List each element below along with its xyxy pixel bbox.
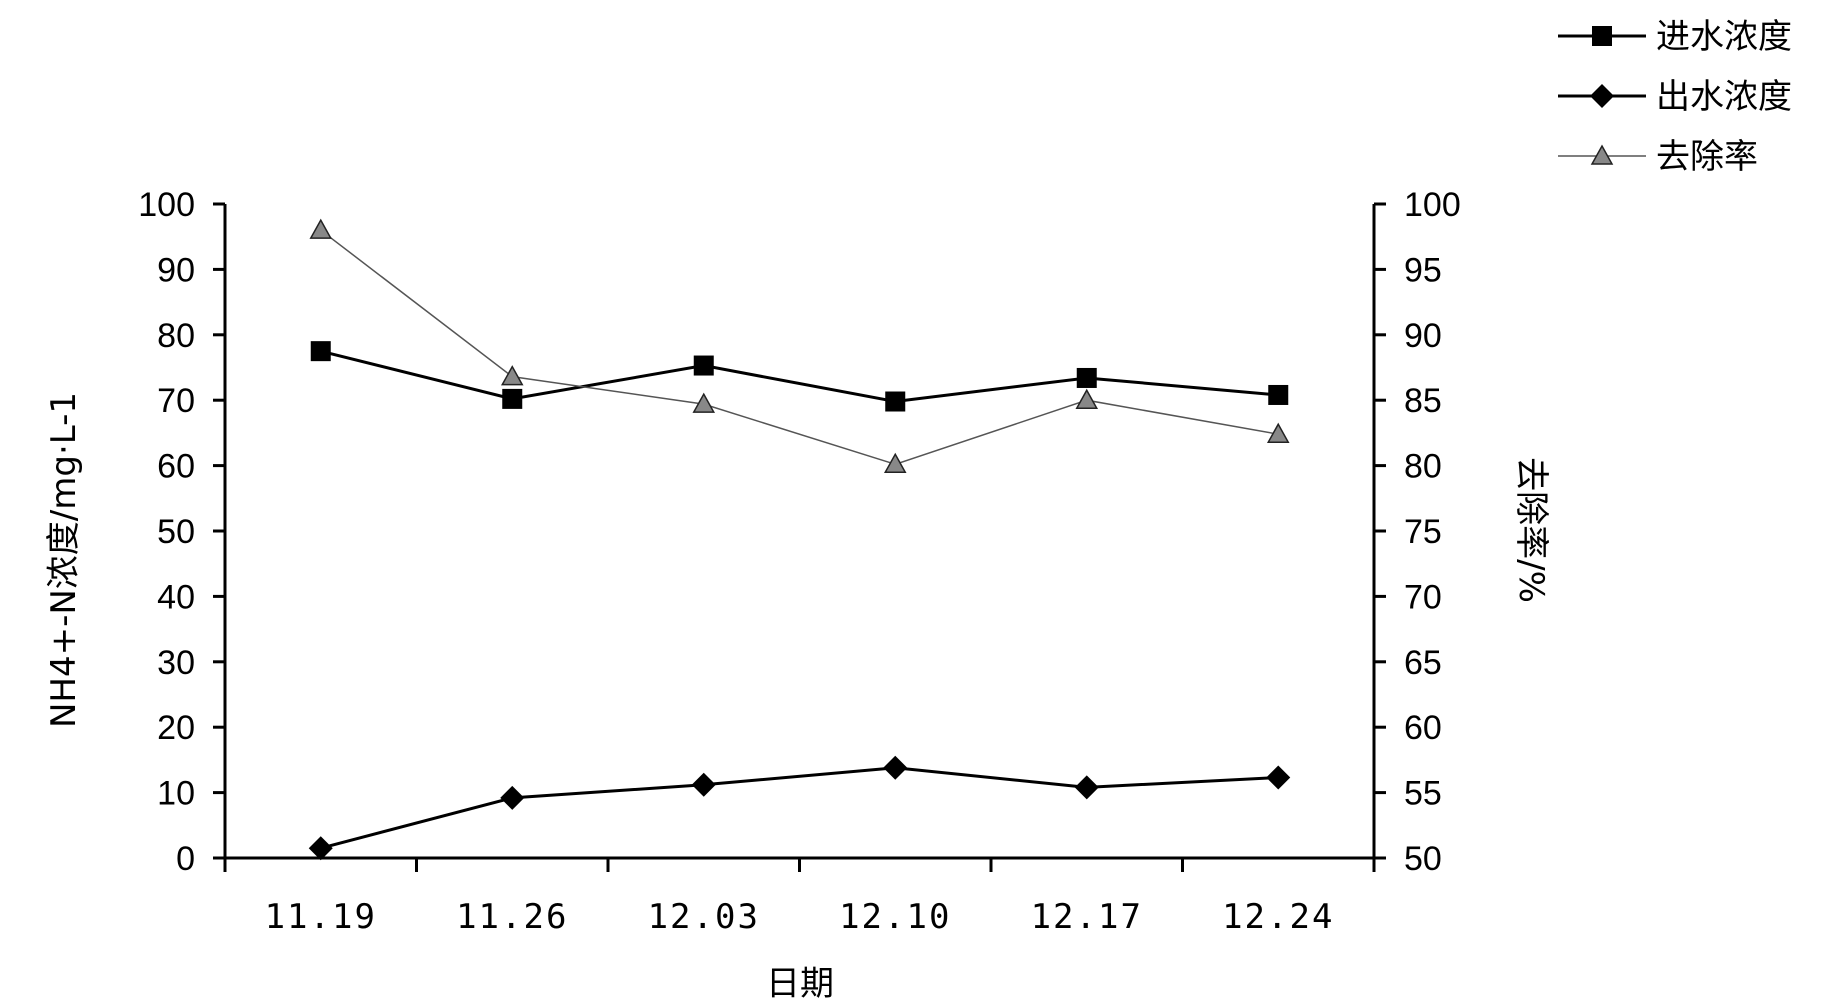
data-point-diamond: [1266, 765, 1291, 790]
legend-label: 进水浓度: [1656, 17, 1792, 57]
left-y-tick-label: 10: [157, 775, 195, 813]
right-y-tick-label: 70: [1404, 578, 1442, 616]
data-point-triangle: [883, 452, 907, 474]
data-point-triangle: [1075, 388, 1099, 409]
left-y-tick-label: 100: [138, 186, 195, 224]
right-y-tick-label: 85: [1404, 382, 1442, 420]
data-point-diamond: [500, 785, 525, 810]
right-y-axis-label: 去除率/%: [1511, 457, 1551, 603]
right-y-tick-label: 55: [1404, 775, 1442, 813]
x-tick-label: 11.26: [456, 897, 568, 937]
data-point-diamond: [691, 772, 716, 797]
right-y-tick-label: 60: [1404, 709, 1442, 747]
right-y-tick-label: 75: [1404, 513, 1442, 551]
data-point-square: [1268, 384, 1289, 405]
legend-label: 出水浓度: [1656, 77, 1792, 117]
legend-marker-triangle: [1590, 144, 1614, 165]
series-1: [310, 341, 1289, 412]
data-point-diamond: [1074, 775, 1099, 800]
series-line-2: [320, 766, 1279, 850]
x-axis-label: 日期: [766, 964, 834, 1001]
left-y-tick-label: 80: [157, 317, 195, 355]
left-y-tick-label: 40: [157, 578, 195, 616]
data-point-triangle: [1266, 422, 1290, 443]
data-point-square: [1076, 367, 1097, 388]
legend-label: 去除率: [1656, 137, 1758, 177]
left-y-tick-label: 0: [176, 840, 195, 878]
data-point-triangle: [692, 392, 716, 413]
x-tick-label: 11.19: [265, 897, 377, 937]
data-point-diamond: [308, 836, 333, 861]
left-y-tick-label: 30: [157, 644, 195, 682]
right-y-tick-label: 80: [1404, 448, 1442, 486]
series-line-3: [320, 229, 1279, 466]
legend-item-1: 进水浓度: [1558, 17, 1792, 57]
left-y-tick-label: 90: [157, 251, 195, 289]
data-point-square: [502, 388, 523, 409]
data-point-triangle: [500, 365, 524, 386]
left-y-tick-label: 20: [157, 709, 195, 747]
right-y-tick-label: 65: [1404, 644, 1442, 682]
x-ticks: 11.19 11.26 12.03 12.10 12.17 12.24: [223, 858, 1376, 937]
series-3: [309, 218, 1290, 474]
x-tick-label: 12.17: [1031, 897, 1143, 937]
left-y-tick-label: 70: [157, 382, 195, 420]
data-point-triangle: [309, 218, 333, 239]
left-y-tick-label: 50: [157, 513, 195, 551]
left-y-ticks: 0 10 20 30 40 50 60 70 80 90 100: [138, 186, 225, 878]
legend-item-2: 出水浓度: [1558, 77, 1792, 117]
right-y-tick-label: 50: [1404, 840, 1442, 878]
x-tick-label: 12.03: [648, 897, 760, 937]
series-2: [308, 755, 1291, 861]
right-y-tick-label: 90: [1404, 317, 1442, 355]
series-line-1: [320, 349, 1279, 404]
legend-marker-diamond: [1590, 84, 1614, 108]
axes: [223, 204, 1376, 860]
data-point-square: [693, 355, 714, 376]
right-y-tick-label: 95: [1404, 251, 1442, 289]
legend-marker-square: [1592, 26, 1612, 46]
right-y-ticks: 50 55 60 65 70 75 80 85 90 95 100: [1374, 186, 1461, 878]
data-point-square: [310, 341, 331, 362]
data-point-diamond: [883, 755, 908, 780]
x-tick-label: 12.24: [1222, 897, 1334, 937]
left-y-tick-label: 60: [157, 448, 195, 486]
legend-item-3: 去除率: [1558, 137, 1758, 177]
right-y-tick-label: 100: [1404, 186, 1461, 224]
data-point-square: [885, 391, 906, 412]
left-y-axis-label: NH4+-N浓度/mg·L-1: [44, 392, 84, 728]
series-layer: [308, 218, 1291, 861]
x-tick-label: 12.10: [839, 897, 951, 937]
